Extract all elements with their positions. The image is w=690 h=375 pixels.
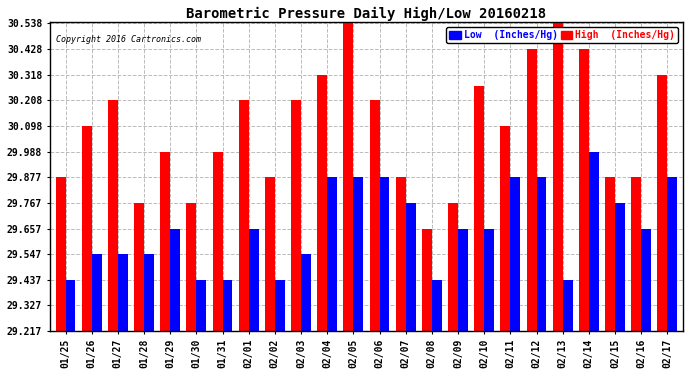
Bar: [327, 177, 337, 331]
Bar: [641, 229, 651, 331]
Bar: [474, 86, 484, 331]
Bar: [66, 280, 75, 331]
Bar: [92, 254, 101, 331]
Legend: Low  (Inches/Hg), High  (Inches/Hg): Low (Inches/Hg), High (Inches/Hg): [446, 27, 678, 43]
Bar: [380, 177, 389, 331]
Bar: [658, 75, 667, 331]
Bar: [213, 152, 223, 331]
Bar: [265, 177, 275, 331]
Bar: [422, 229, 432, 331]
Bar: [500, 126, 511, 331]
Bar: [275, 280, 285, 331]
Bar: [301, 254, 311, 331]
Bar: [160, 152, 170, 331]
Bar: [553, 23, 562, 331]
Bar: [118, 254, 128, 331]
Bar: [344, 23, 353, 331]
Bar: [186, 203, 197, 331]
Bar: [134, 203, 144, 331]
Bar: [511, 177, 520, 331]
Bar: [484, 229, 494, 331]
Bar: [526, 49, 537, 331]
Title: Barometric Pressure Daily High/Low 20160218: Barometric Pressure Daily High/Low 20160…: [186, 7, 546, 21]
Bar: [370, 100, 380, 331]
Bar: [432, 280, 442, 331]
Bar: [81, 126, 92, 331]
Bar: [579, 49, 589, 331]
Bar: [562, 280, 573, 331]
Bar: [291, 100, 301, 331]
Bar: [239, 100, 248, 331]
Bar: [406, 203, 415, 331]
Bar: [458, 229, 468, 331]
Text: Copyright 2016 Cartronics.com: Copyright 2016 Cartronics.com: [56, 34, 201, 44]
Bar: [537, 177, 546, 331]
Bar: [605, 177, 615, 331]
Bar: [448, 203, 458, 331]
Bar: [631, 177, 641, 331]
Bar: [170, 229, 180, 331]
Bar: [144, 254, 154, 331]
Bar: [667, 177, 678, 331]
Bar: [108, 100, 118, 331]
Bar: [197, 280, 206, 331]
Bar: [56, 177, 66, 331]
Bar: [353, 177, 364, 331]
Bar: [615, 203, 625, 331]
Bar: [317, 75, 327, 331]
Bar: [248, 229, 259, 331]
Bar: [223, 280, 233, 331]
Bar: [589, 152, 599, 331]
Bar: [396, 177, 406, 331]
